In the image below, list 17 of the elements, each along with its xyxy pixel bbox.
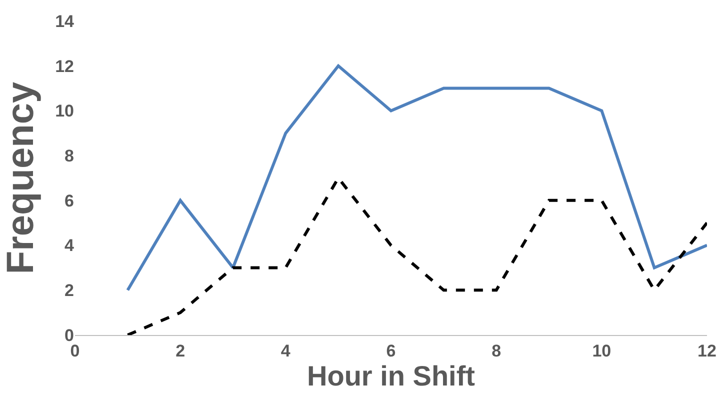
y-tick-label: 8 bbox=[64, 146, 74, 166]
y-tick-label: 14 bbox=[55, 12, 75, 31]
x-tick-label: 10 bbox=[592, 341, 612, 360]
y-tick-label: 10 bbox=[55, 102, 74, 121]
x-tick-label: 12 bbox=[698, 341, 716, 360]
y-tick-label: 4 bbox=[64, 236, 75, 256]
line-series bbox=[126, 64, 707, 292]
x-tick-label: 4 bbox=[280, 341, 291, 360]
x-tick-label: 2 bbox=[176, 341, 186, 360]
x-axis-title: Hour in Shift bbox=[307, 360, 475, 392]
y-tick-label: 12 bbox=[55, 56, 74, 76]
y-axis-title: Frequency bbox=[0, 82, 42, 274]
y-tick-label: 6 bbox=[64, 191, 74, 210]
y-tick-label: 0 bbox=[64, 326, 74, 345]
x-tick-label: 6 bbox=[386, 341, 396, 360]
x-tick-label: 8 bbox=[492, 341, 502, 360]
y-tick-label: 2 bbox=[64, 281, 74, 300]
